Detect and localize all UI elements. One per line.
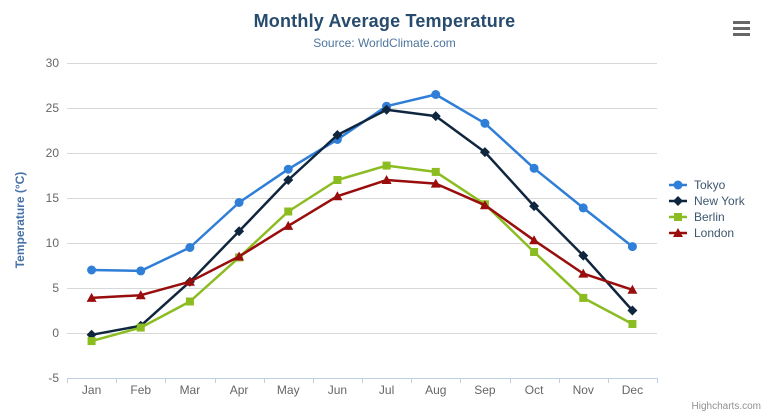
data-point-tokyo[interactable] (87, 265, 97, 275)
data-point-berlin[interactable] (136, 323, 145, 332)
x-axis-label: Feb (130, 383, 152, 397)
y-axis-label: 10 (45, 236, 59, 250)
hamburger-icon (733, 33, 750, 36)
series-line-new-york[interactable] (90, 108, 634, 337)
data-point-new-york[interactable] (578, 250, 589, 261)
data-point-berlin[interactable] (579, 293, 588, 302)
x-axis-label: Jan (81, 383, 102, 397)
data-point-berlin[interactable] (530, 248, 539, 256)
legend: Tokyo New York Berlin London (669, 177, 745, 241)
data-point-london[interactable] (578, 268, 589, 278)
context-menu-button[interactable] (733, 21, 750, 36)
data-point-london[interactable] (430, 178, 441, 188)
data-point-berlin[interactable] (431, 167, 440, 176)
data-point-tokyo[interactable] (283, 164, 293, 174)
data-point-london[interactable] (184, 276, 195, 286)
diamond-legend-marker-icon (669, 196, 687, 206)
hamburger-icon (733, 21, 750, 24)
data-point-new-york[interactable] (234, 226, 245, 237)
y-axis-label: 0 (52, 326, 59, 340)
chart-title: Monthly Average Temperature (253, 11, 516, 31)
data-point-new-york[interactable] (381, 104, 392, 115)
data-point-new-york[interactable] (283, 175, 294, 185)
legend-item-berlin[interactable]: Berlin (669, 209, 745, 225)
x-axis-label: Dec (621, 383, 644, 397)
data-point-tokyo[interactable] (578, 203, 588, 213)
data-point-london[interactable] (234, 251, 245, 261)
x-axis-label: Oct (524, 383, 544, 397)
x-axis-label: Aug (425, 383, 447, 397)
data-point-tokyo[interactable] (185, 243, 195, 252)
circle-legend-marker-icon (669, 180, 687, 190)
x-axis-label: May (276, 383, 300, 397)
data-point-berlin[interactable] (87, 337, 96, 346)
legend-item-london[interactable]: London (669, 225, 745, 241)
data-point-london[interactable] (86, 292, 97, 302)
legend-label: Tokyo (694, 178, 726, 192)
data-point-london[interactable] (381, 175, 392, 184)
x-axis-label: Mar (179, 383, 201, 397)
data-point-london[interactable] (479, 200, 490, 210)
y-axis-label: 15 (45, 191, 59, 205)
chart-subtitle: Source: WorldClimate.com (313, 36, 456, 50)
data-point-new-york[interactable] (430, 111, 441, 122)
legend-label: London (694, 226, 735, 240)
y-axis-label: -5 (48, 371, 59, 385)
x-axis-label: Nov (572, 383, 594, 397)
y-axis-label: 20 (45, 146, 59, 160)
x-axis-label: Jul (378, 383, 395, 397)
x-axis-label: Jun (327, 383, 348, 397)
y-axis-label: 30 (45, 56, 59, 70)
y-axis-label: 5 (52, 281, 59, 295)
legend-label: New York (694, 194, 745, 208)
series-line-berlin[interactable] (90, 164, 634, 343)
data-point-berlin[interactable] (284, 207, 293, 216)
data-point-berlin[interactable] (185, 297, 194, 306)
y-axis-label: 25 (45, 101, 59, 115)
data-point-new-york[interactable] (332, 130, 343, 140)
hamburger-icon (733, 27, 750, 30)
legend-item-tokyo[interactable]: Tokyo (669, 177, 745, 193)
credits-link[interactable]: Highcharts.com (691, 401, 761, 412)
data-point-new-york[interactable] (627, 305, 638, 316)
series-line-london[interactable] (90, 178, 634, 300)
series-line-tokyo[interactable] (90, 93, 634, 273)
data-point-berlin[interactable] (382, 161, 391, 170)
data-point-tokyo[interactable] (529, 163, 539, 173)
data-point-berlin[interactable] (333, 176, 342, 184)
data-point-new-york[interactable] (529, 201, 540, 212)
triangle-legend-marker-icon (669, 228, 687, 237)
data-point-berlin[interactable] (628, 320, 637, 328)
data-point-new-york[interactable] (479, 147, 490, 158)
data-point-london[interactable] (332, 191, 343, 201)
data-point-tokyo[interactable] (480, 118, 490, 128)
data-point-tokyo[interactable] (234, 198, 244, 207)
x-axis-label: Apr (229, 383, 249, 397)
data-point-london[interactable] (627, 284, 638, 294)
square-legend-marker-icon (669, 213, 687, 221)
data-point-tokyo[interactable] (136, 266, 146, 276)
legend-item-new-york[interactable]: New York (669, 193, 745, 209)
data-point-tokyo[interactable] (431, 90, 441, 99)
legend-label: Berlin (694, 210, 725, 224)
data-point-london[interactable] (283, 220, 294, 230)
data-point-tokyo[interactable] (627, 242, 637, 252)
data-point-london[interactable] (529, 235, 540, 245)
data-point-london[interactable] (135, 290, 146, 300)
x-axis-label: Sep (474, 383, 496, 397)
